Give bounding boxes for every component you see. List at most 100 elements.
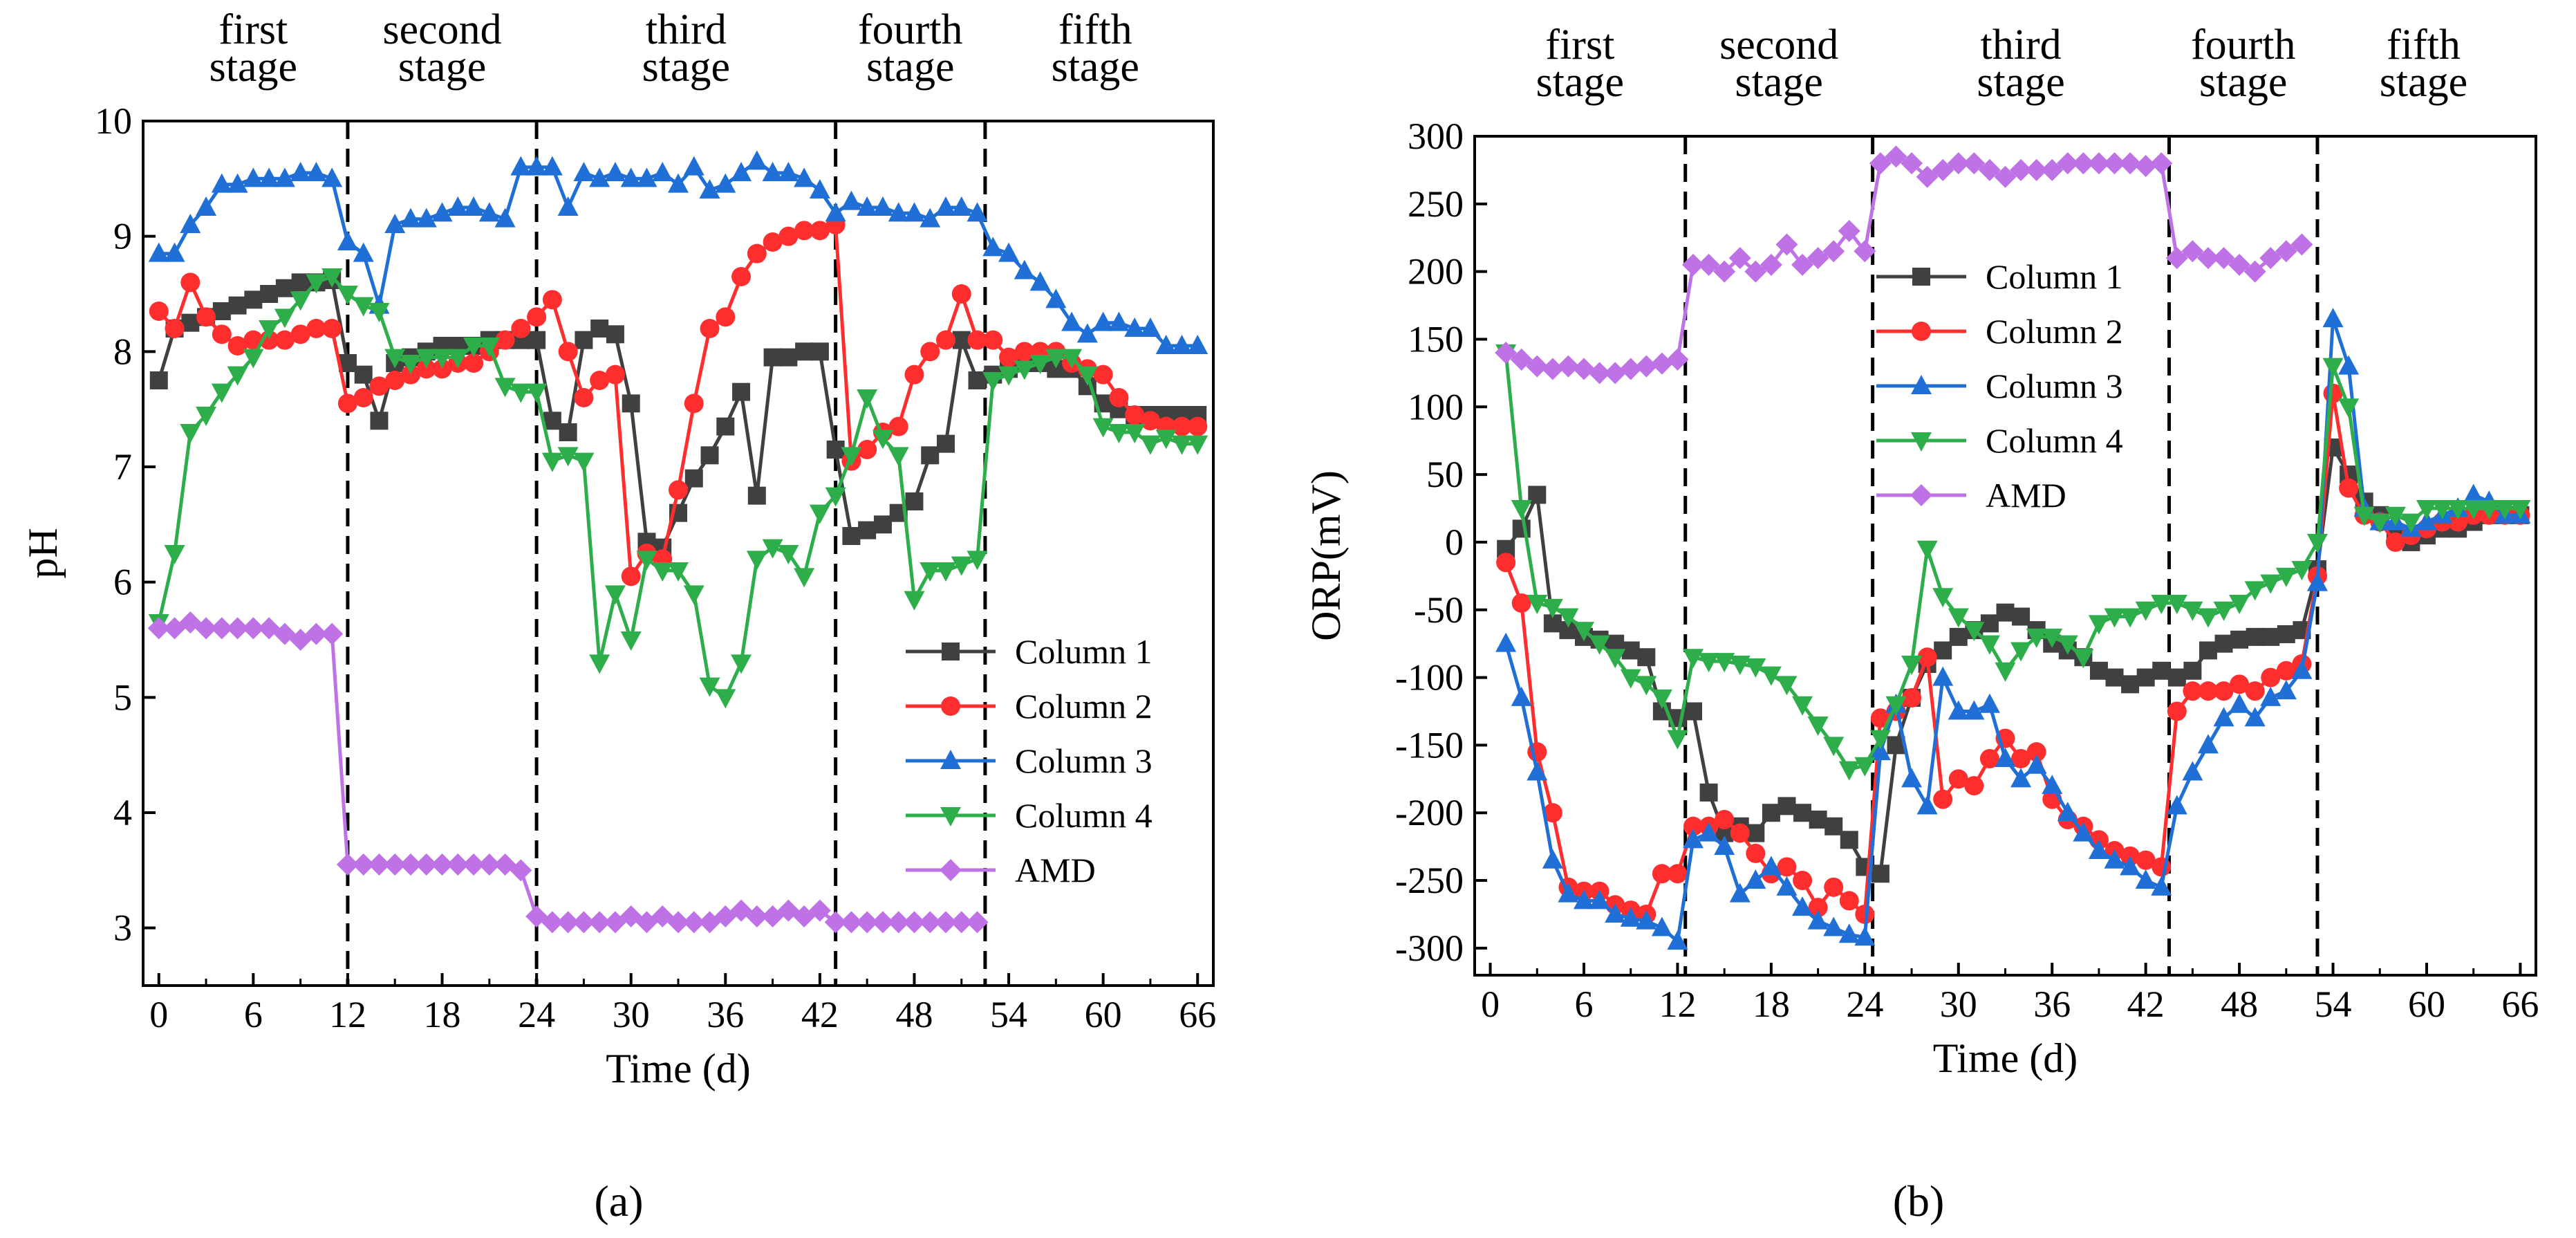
y-tick-label-150: 150 xyxy=(1408,318,1464,360)
data-point xyxy=(967,551,988,571)
data-point xyxy=(716,307,736,327)
stage-label-3-line1: third xyxy=(1981,21,2062,68)
data-point xyxy=(951,284,971,304)
data-point xyxy=(1807,247,1829,270)
data-point xyxy=(1713,260,1736,283)
series-line xyxy=(1505,154,2303,375)
data-point xyxy=(211,173,232,193)
data-point xyxy=(478,202,500,222)
data-point xyxy=(1807,717,1829,737)
legend-label: AMD xyxy=(1986,476,2066,515)
data-point xyxy=(2338,355,2360,375)
data-point xyxy=(337,394,357,414)
data-point xyxy=(1902,687,1922,708)
data-point xyxy=(574,388,594,407)
data-point xyxy=(683,156,704,176)
legend-marker xyxy=(1912,268,1930,286)
data-point xyxy=(810,221,830,241)
data-point xyxy=(1620,907,1641,927)
data-point xyxy=(1140,411,1160,431)
data-point xyxy=(1619,358,1642,380)
legend-marker xyxy=(1911,375,1932,394)
data-point xyxy=(164,242,185,262)
data-point xyxy=(1745,869,1766,889)
legend-marker xyxy=(940,859,962,881)
data-point xyxy=(478,853,501,876)
series-column-4 xyxy=(148,268,1208,709)
data-point xyxy=(2042,775,2063,795)
data-point xyxy=(652,162,673,181)
data-point xyxy=(1512,519,1531,538)
data-point xyxy=(904,202,925,222)
data-point xyxy=(306,274,327,294)
data-point xyxy=(354,365,373,384)
series-amd xyxy=(147,611,989,934)
data-point xyxy=(937,434,955,453)
data-point xyxy=(368,303,390,322)
x-tick-label-66: 66 xyxy=(1179,994,1216,1035)
data-point xyxy=(1139,317,1161,337)
data-point xyxy=(274,330,295,350)
data-point xyxy=(2073,822,2094,842)
data-point xyxy=(982,237,1004,257)
data-point xyxy=(180,214,201,233)
data-point xyxy=(2010,158,2033,181)
x-tick-label-24: 24 xyxy=(1846,983,1883,1025)
data-point xyxy=(982,372,1004,391)
data-point xyxy=(2057,802,2078,822)
data-point xyxy=(762,162,783,181)
data-point xyxy=(2322,308,2344,328)
data-point xyxy=(1840,831,1858,849)
data-point xyxy=(715,173,736,193)
data-point xyxy=(700,319,720,338)
legend-marker xyxy=(1910,484,1932,506)
data-point xyxy=(1963,700,1985,720)
data-point xyxy=(2103,152,2126,175)
data-point xyxy=(2416,500,2437,520)
data-point xyxy=(321,268,343,288)
data-point xyxy=(2322,358,2344,378)
stage-label-4-line1: fourth xyxy=(858,6,963,53)
data-point xyxy=(842,527,861,545)
data-point xyxy=(826,441,845,459)
data-point xyxy=(1496,553,1516,573)
data-point xyxy=(824,911,847,934)
x-tick-label-6: 6 xyxy=(1575,983,1594,1025)
y-tick-label-10: 10 xyxy=(95,100,132,142)
data-point xyxy=(495,330,515,350)
data-point xyxy=(1605,649,1626,669)
legend-marker xyxy=(1912,322,1931,341)
data-point xyxy=(2182,761,2203,781)
data-point xyxy=(731,267,752,286)
data-point xyxy=(2026,754,2047,774)
data-point xyxy=(1124,424,1146,443)
data-point xyxy=(243,167,264,187)
data-point xyxy=(416,349,437,369)
data-point xyxy=(2152,661,2171,680)
data-point xyxy=(1714,653,1735,673)
x-tick-label-36: 36 xyxy=(2033,983,2071,1025)
legend: Column 1 Column 2 Column 3 Column 4 AMD xyxy=(906,632,1152,889)
data-point xyxy=(2104,849,2125,869)
data-point xyxy=(636,551,657,571)
legend-label: Column 2 xyxy=(1986,312,2123,351)
data-point xyxy=(2026,628,2047,648)
data-point xyxy=(620,631,642,651)
data-point xyxy=(1854,240,1876,263)
x-tick-label-30: 30 xyxy=(1940,983,1977,1025)
data-point xyxy=(1542,803,1562,823)
data-point xyxy=(1901,768,1923,788)
data-point xyxy=(2448,512,2468,532)
data-point xyxy=(1808,898,1828,918)
y-tick-label--150: -150 xyxy=(1395,724,1464,766)
chart-panel-b: firststagesecondstagethirdstagefourthsta… xyxy=(1303,21,2539,1081)
data-point xyxy=(825,487,846,507)
data-point xyxy=(353,388,373,407)
data-point xyxy=(1824,817,1843,835)
y-tick-label--250: -250 xyxy=(1395,860,1464,901)
x-tick-label-48: 48 xyxy=(2221,983,2258,1025)
data-point xyxy=(1714,835,1735,856)
data-point xyxy=(1777,857,1797,877)
data-point xyxy=(244,290,263,309)
data-point xyxy=(904,591,925,611)
